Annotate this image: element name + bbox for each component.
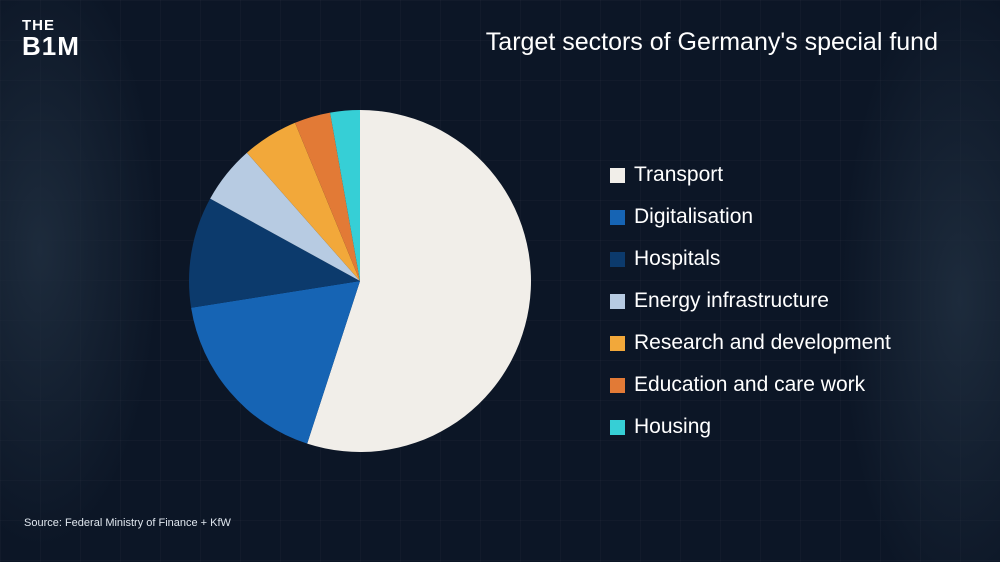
legend-item: Digitalisation (610, 196, 891, 238)
chart-title: Target sectors of Germany's special fund (485, 28, 938, 56)
pie-slice-housing (330, 110, 360, 281)
legend-item: Hospitals (610, 238, 891, 280)
legend-swatch (610, 251, 625, 267)
source-note: Source: Federal Ministry of Finance + Kf… (24, 517, 231, 529)
legend-item: Transport (610, 154, 891, 196)
legend-swatch (610, 293, 625, 309)
legend-label: Transport (634, 163, 724, 186)
legend-item: Education and care work (610, 364, 891, 406)
pie-slice-research-and-development (246, 122, 360, 281)
pie-slice-energy-infrastructure (210, 152, 360, 281)
pie-slice-transport (307, 110, 531, 452)
legend-item: Housing (610, 406, 891, 448)
legend-swatch (610, 167, 625, 183)
logo-line2: B1M (22, 31, 80, 61)
pie-slice-education-and-care-work (295, 112, 360, 281)
legend-label: Hospitals (634, 247, 721, 270)
logo-line1: THE (22, 17, 55, 34)
legend-label: Energy infrastructure (634, 289, 829, 312)
logo: THE B1M (22, 18, 80, 59)
legend-item: Research and development (610, 322, 891, 364)
legend-swatch (610, 377, 625, 393)
legend-item: Energy infrastructure (610, 280, 891, 322)
pie-slice-hospitals (189, 198, 360, 308)
pie-slice-digitalisation (191, 281, 360, 444)
legend: Transport Digitalisation Hospitals Energy i… (610, 154, 891, 448)
legend-label: Housing (634, 415, 712, 438)
legend-label: Education and care work (634, 373, 866, 396)
legend-label: Research and development (634, 331, 891, 354)
legend-swatch (610, 419, 625, 435)
legend-label: Digitalisation (634, 205, 754, 228)
legend-swatch (610, 335, 625, 351)
legend-swatch (610, 209, 625, 225)
